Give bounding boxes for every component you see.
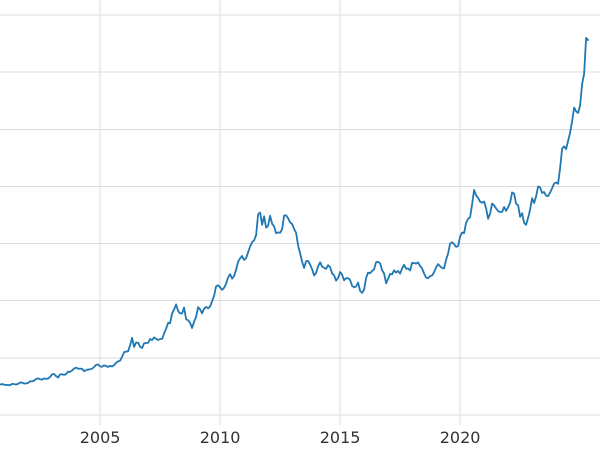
x-axis-tick-labels: 2005 2010 2015 2020	[80, 428, 481, 447]
x-tick-label: 2020	[440, 428, 481, 447]
price-line-series	[0, 37, 589, 387]
x-tick-label: 2015	[320, 428, 361, 447]
gridlines	[0, 0, 600, 425]
x-tick-label: 2005	[80, 428, 121, 447]
x-tick-label: 2010	[200, 428, 241, 447]
